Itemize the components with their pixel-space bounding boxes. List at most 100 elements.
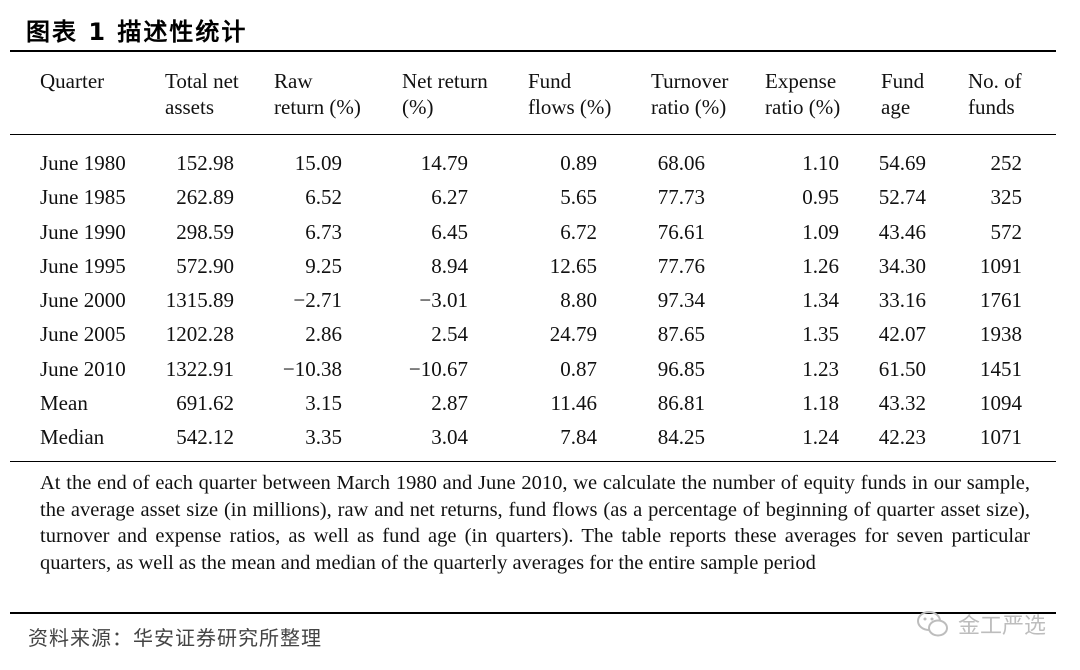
watermark: 金工严选 — [916, 608, 1046, 640]
table-bottom-rule — [10, 461, 1056, 462]
column-header: No. of funds — [968, 69, 1022, 119]
table-cell: 9.25 — [305, 253, 342, 278]
row-label: June 1990 — [40, 219, 126, 244]
table-cell: 572.90 — [176, 253, 234, 278]
column-header: Fund age — [881, 69, 925, 119]
table-cell: 542.12 — [176, 425, 234, 450]
table-cell: 3.35 — [305, 425, 342, 450]
table-cell: 1.24 — [802, 425, 839, 450]
row-label: Median — [40, 425, 105, 450]
row-label: June 1985 — [40, 185, 126, 210]
table-cell: 2.54 — [431, 322, 468, 347]
table-cell: 1.10 — [802, 151, 839, 175]
table-cell: 42.23 — [878, 425, 926, 450]
table-cell: −3.01 — [419, 288, 468, 313]
table-cell: 1.23 — [802, 356, 839, 381]
table-cell: 1.34 — [802, 288, 839, 313]
table-cell: 43.32 — [878, 391, 926, 416]
table-cell: 1.35 — [802, 322, 839, 347]
table-cell: 33.16 — [878, 288, 926, 313]
table-cell: 1315.89 — [165, 288, 234, 313]
table-cell: 15.09 — [294, 151, 342, 175]
table-cell: 84.25 — [657, 425, 705, 450]
table-row: Median 542.12 3.35 3.04 7.84 84.25 1.24 42.23 10… — [10, 420, 1056, 454]
table-cell: 6.73 — [305, 219, 342, 244]
table-cell: 1451 — [980, 356, 1022, 381]
table-cell: 1938 — [980, 322, 1022, 347]
table-row: June 1995 572.90 9.25 8.94 12.65 77.76 1.26 34.… — [10, 249, 1056, 283]
column-header: Total net assets — [165, 69, 239, 119]
row-label: June 2000 — [40, 288, 126, 313]
table-note: At the end of each quarter between March… — [40, 472, 1030, 574]
table-cell: 76.61 — [657, 219, 705, 244]
row-label: June 1995 — [40, 253, 126, 278]
table-cell: 262.89 — [176, 185, 234, 210]
column-header: Raw return (%) — [274, 69, 361, 119]
table-cell: 43.46 — [878, 219, 926, 244]
figure-title: 图表 1 描述性统计 — [26, 18, 248, 46]
table-cell: 14.79 — [420, 151, 468, 175]
table-cell: 0.87 — [560, 356, 597, 381]
table-cell: 298.59 — [176, 219, 234, 244]
table-cell: 1091 — [980, 253, 1022, 278]
table-row: June 1985 262.89 6.52 6.27 5.65 77.73 0.95 52.7… — [10, 180, 1056, 214]
row-label: June 2010 — [40, 356, 126, 381]
table-cell: 1071 — [980, 425, 1022, 450]
table-cell: 3.15 — [305, 391, 342, 416]
table-cell: −10.38 — [282, 356, 342, 381]
table-cell: 691.62 — [176, 391, 234, 416]
table-row: June 1990 298.59 6.73 6.45 6.72 76.61 1.09 43.4… — [10, 215, 1056, 249]
table-cell: 1.26 — [802, 253, 839, 278]
table-cell: 77.73 — [657, 185, 705, 210]
wechat-icon — [916, 611, 948, 637]
row-label: June 1980 — [40, 151, 126, 175]
table-cell: 6.52 — [305, 185, 342, 210]
table-cell: 0.95 — [802, 185, 839, 210]
table-cell: 54.69 — [878, 151, 926, 175]
watermark-text: 金工严选 — [957, 614, 1046, 639]
table-cell: 2.87 — [431, 391, 468, 416]
table-cell: 0.89 — [560, 151, 597, 175]
table-cell: 97.34 — [657, 288, 705, 313]
table-cell: 2.86 — [305, 322, 342, 347]
table-cell: 1.18 — [802, 391, 839, 416]
table-cell: 12.65 — [549, 253, 597, 278]
row-label: June 2005 — [40, 322, 126, 347]
table-cell: 1.09 — [802, 219, 839, 244]
header-rule — [10, 134, 1056, 135]
table-cell: 68.06 — [657, 151, 705, 175]
table-cell: 1322.91 — [165, 356, 234, 381]
table-cell: 1202.28 — [165, 322, 234, 347]
table-cell: 96.85 — [657, 356, 705, 381]
table-cell: 6.72 — [560, 219, 597, 244]
table-cell: 152.98 — [176, 151, 234, 175]
table-cell: 42.07 — [878, 322, 926, 347]
table-cell: 6.27 — [431, 185, 468, 210]
table-cell: 24.79 — [549, 322, 597, 347]
bottom-rule — [10, 612, 1056, 614]
descriptive-statistics-table: Quarter Total net assets Raw return (%) Net r… — [10, 64, 1056, 455]
column-header: Turnover ratio (%) — [651, 69, 729, 119]
table-cell: 1761 — [980, 288, 1022, 313]
table-cell: 52.74 — [878, 185, 926, 210]
source-caption: 资料来源：华安证券研究所整理 — [28, 626, 322, 650]
table-row: June 2005 1202.28 2.86 2.54 24.79 87.65 1.35 42… — [10, 317, 1056, 351]
table-cell: 87.65 — [657, 322, 705, 347]
table-cell: 7.84 — [560, 425, 597, 450]
table-cell: 8.94 — [431, 253, 468, 278]
top-rule — [10, 50, 1056, 52]
table-cell: 61.50 — [878, 356, 926, 381]
table-cell: 325 — [990, 185, 1023, 210]
table-cell: 1094 — [980, 391, 1022, 416]
table-row: June 2010 1322.91 −10.38 −10.67 0.87 96.85 1.2… — [10, 352, 1056, 386]
column-header: Quarter — [40, 69, 105, 93]
table-cell: 252 — [990, 151, 1023, 175]
table-cell: 34.30 — [878, 253, 926, 278]
table-cell: 6.45 — [431, 219, 468, 244]
table-cell: 572 — [990, 219, 1023, 244]
column-header: Net return (%) — [402, 69, 488, 119]
column-header: Expense ratio (%) — [765, 69, 841, 119]
row-label: Mean — [40, 391, 88, 416]
table-cell: 11.46 — [550, 391, 597, 416]
table-cell: 86.81 — [657, 391, 705, 416]
